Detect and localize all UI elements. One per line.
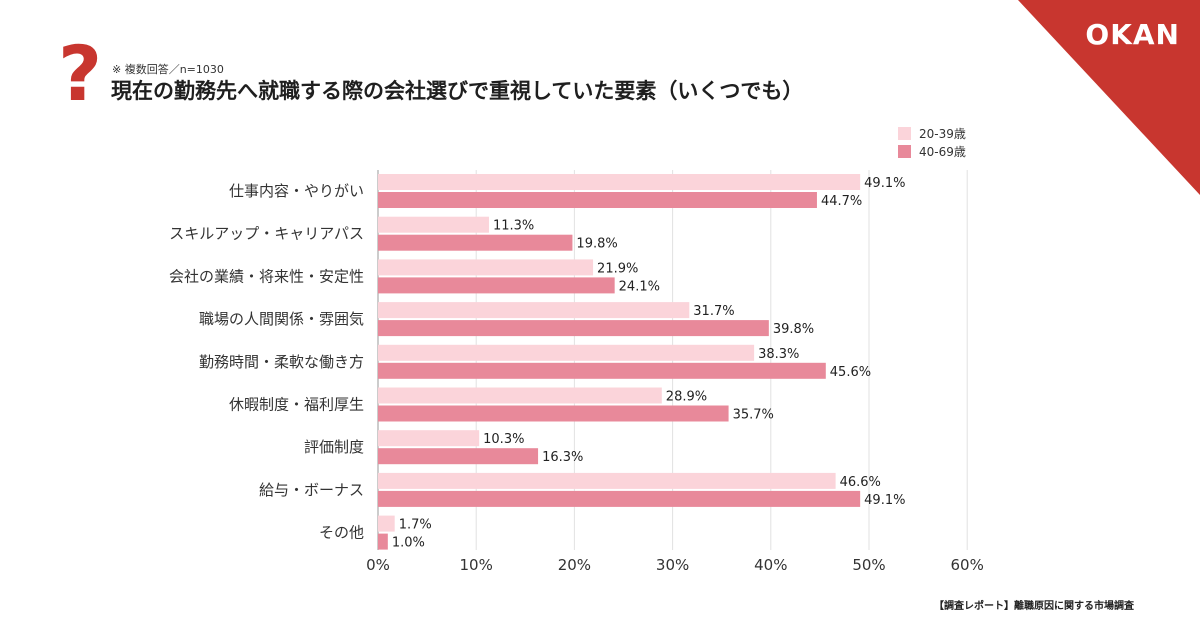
bar-series-1 (378, 430, 480, 447)
source-footer: 【調査レポート】離職原因に関する市場調査 (934, 601, 1134, 612)
category-label: スキルアップ・キャリアパス (169, 225, 364, 243)
bar-series-2 (378, 362, 826, 379)
legend-item-series-1: 20-39歳 (898, 124, 966, 142)
category-label: 休暇制度・福利厚生 (229, 396, 364, 414)
data-label-series-1: 10.3% (483, 432, 524, 447)
x-tick-label: 40% (754, 556, 787, 574)
data-label-series-1: 11.3% (493, 219, 534, 234)
data-label-series-2: 49.1% (864, 493, 905, 508)
x-tick-label: 20% (558, 556, 591, 574)
question-mark-icon: ? (58, 29, 103, 118)
x-tick-label: 50% (852, 556, 885, 574)
category-label: 仕事内容・やりがい (229, 182, 364, 200)
legend-swatch-series-2 (898, 144, 911, 158)
chart-legend: 20-39歳 40-69歳 (898, 124, 966, 160)
bar-series-2 (378, 533, 388, 550)
data-label-series-1: 28.9% (666, 390, 707, 405)
data-label-series-1: 49.1% (864, 176, 905, 191)
data-label-series-2: 45.6% (830, 365, 871, 380)
x-tick-label: 0% (366, 556, 390, 574)
bar-series-2 (378, 405, 729, 422)
page-title: 現在の勤務先へ就職する際の会社選びで重視していた要素（いくつでも） (111, 79, 804, 103)
x-tick-label: 60% (951, 556, 984, 574)
data-label-series-2: 39.8% (773, 322, 814, 337)
data-label-series-2: 24.1% (619, 279, 660, 294)
brand-corner-triangle (1018, 0, 1200, 195)
survey-note: ※ 複数回答／n=1030 (112, 63, 224, 76)
data-label-series-2: 35.7% (733, 408, 774, 423)
legend-label-series-2: 40-69歳 (919, 144, 966, 159)
legend-swatch-series-1 (898, 126, 911, 140)
legend-item-series-2: 40-69歳 (898, 142, 966, 160)
data-label-series-1: 31.7% (693, 304, 734, 319)
data-label-series-1: 21.9% (597, 261, 638, 276)
category-label: 給与・ボーナス (259, 481, 364, 499)
bar-series-2 (378, 320, 769, 337)
bar-series-2 (378, 448, 539, 465)
data-label-series-1: 38.3% (758, 347, 799, 362)
data-label-series-2: 19.8% (576, 237, 617, 252)
bar-series-1 (378, 302, 690, 319)
data-label-series-2: 1.0% (392, 536, 425, 551)
legend-label-series-1: 20-39歳 (919, 126, 966, 141)
bar-series-1 (378, 174, 861, 190)
x-tick-label: 30% (656, 556, 689, 574)
data-label-series-1: 1.7% (399, 518, 432, 533)
bar-series-1 (378, 216, 489, 233)
bar-series-2 (378, 277, 615, 294)
bar-series-2 (378, 234, 573, 251)
bar-series-1 (378, 259, 594, 276)
okan-logo: OKAN (1085, 18, 1180, 51)
category-label: 評価制度 (304, 438, 364, 456)
category-label: 勤務時間・柔軟な働き方 (199, 353, 364, 371)
data-label-series-2: 16.3% (542, 450, 583, 465)
category-label: 会社の業績・将来性・安定性 (169, 267, 364, 285)
bar-series-1 (378, 344, 755, 361)
category-label: 職場の人間関係・雰囲気 (199, 310, 364, 328)
bar-series-1 (378, 472, 836, 489)
data-label-series-2: 44.7% (821, 194, 862, 209)
category-label: その他 (319, 524, 364, 542)
bar-series-1 (378, 515, 395, 532)
data-label-series-1: 46.6% (840, 475, 881, 490)
bar-series-2 (378, 490, 861, 507)
bar-series-1 (378, 387, 662, 404)
bar-series-2 (378, 192, 817, 208)
x-tick-label: 10% (460, 556, 493, 574)
